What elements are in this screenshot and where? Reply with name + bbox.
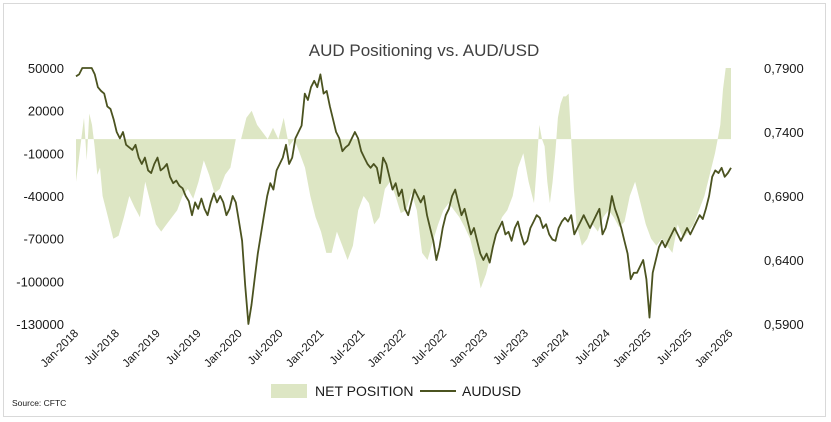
- left-tick-label: -100000: [16, 274, 64, 289]
- legend-label-audusd: AUDUSD: [462, 383, 521, 399]
- x-tick-label: Jan-2024: [530, 327, 573, 370]
- right-tick-label: 0,6400: [764, 253, 804, 268]
- x-tick-label: Jan-2025: [611, 328, 653, 370]
- audusd-line: [75, 67, 732, 325]
- x-tick-label: Jul-2022: [410, 328, 450, 368]
- x-tick-label: Jul-2023: [491, 328, 531, 368]
- audusd-line-layer: [75, 67, 732, 325]
- x-tick-label: Jan-2023: [448, 328, 490, 370]
- x-tick-label: Jul-2024: [573, 327, 613, 367]
- net-position-area-layer: [76, 68, 731, 289]
- x-tick-label: Jan-2021: [284, 328, 326, 370]
- chart: AUD Positioning vs. AUD/USD 50000 20000 -1…: [12, 41, 804, 408]
- left-tick-label: 50000: [28, 61, 64, 76]
- legend-swatch-net-position: [271, 384, 307, 398]
- legend-label-net-position: NET POSITION: [315, 383, 414, 399]
- right-tick-label: 0,7900: [764, 61, 804, 76]
- x-tick-label: Jan-2022: [366, 328, 408, 370]
- source-note: Source: CFTC: [12, 398, 66, 408]
- right-axis-ticks: 0,7900 0,7400 0,6900 0,6400 0,5900: [764, 61, 804, 332]
- x-tick-label: Jan-2018: [39, 328, 81, 370]
- x-tick-label: Jan-2019: [121, 328, 163, 370]
- left-tick-label: -40000: [24, 189, 64, 204]
- left-tick-label: 20000: [28, 104, 64, 119]
- x-tick-label: Jul-2020: [246, 328, 286, 368]
- x-tick-label: Jul-2025: [655, 328, 695, 368]
- x-tick-label: Jul-2021: [328, 328, 368, 368]
- x-tick-label: Jan-2020: [202, 328, 244, 370]
- right-tick-label: 0,5900: [764, 317, 804, 332]
- x-tick-label: Jul-2019: [164, 328, 204, 368]
- net-position-area: [76, 68, 731, 289]
- right-tick-label: 0,6900: [764, 189, 804, 204]
- right-tick-label: 0,7400: [764, 125, 804, 140]
- left-tick-label: -130000: [16, 317, 64, 332]
- x-tick-label: Jul-2018: [82, 328, 122, 368]
- left-axis-ticks: 50000 20000 -10000 -40000 -70000 -100000 -1300…: [16, 61, 64, 332]
- x-tick-label: Jan-2026: [693, 328, 735, 370]
- left-tick-label: -10000: [24, 146, 64, 161]
- legend: NET POSITION AUDUSD: [271, 383, 521, 399]
- left-tick-label: -70000: [24, 232, 64, 247]
- chart-frame: AUD Positioning vs. AUD/USD 50000 20000 -1…: [3, 3, 826, 417]
- chart-title: AUD Positioning vs. AUD/USD: [309, 41, 540, 60]
